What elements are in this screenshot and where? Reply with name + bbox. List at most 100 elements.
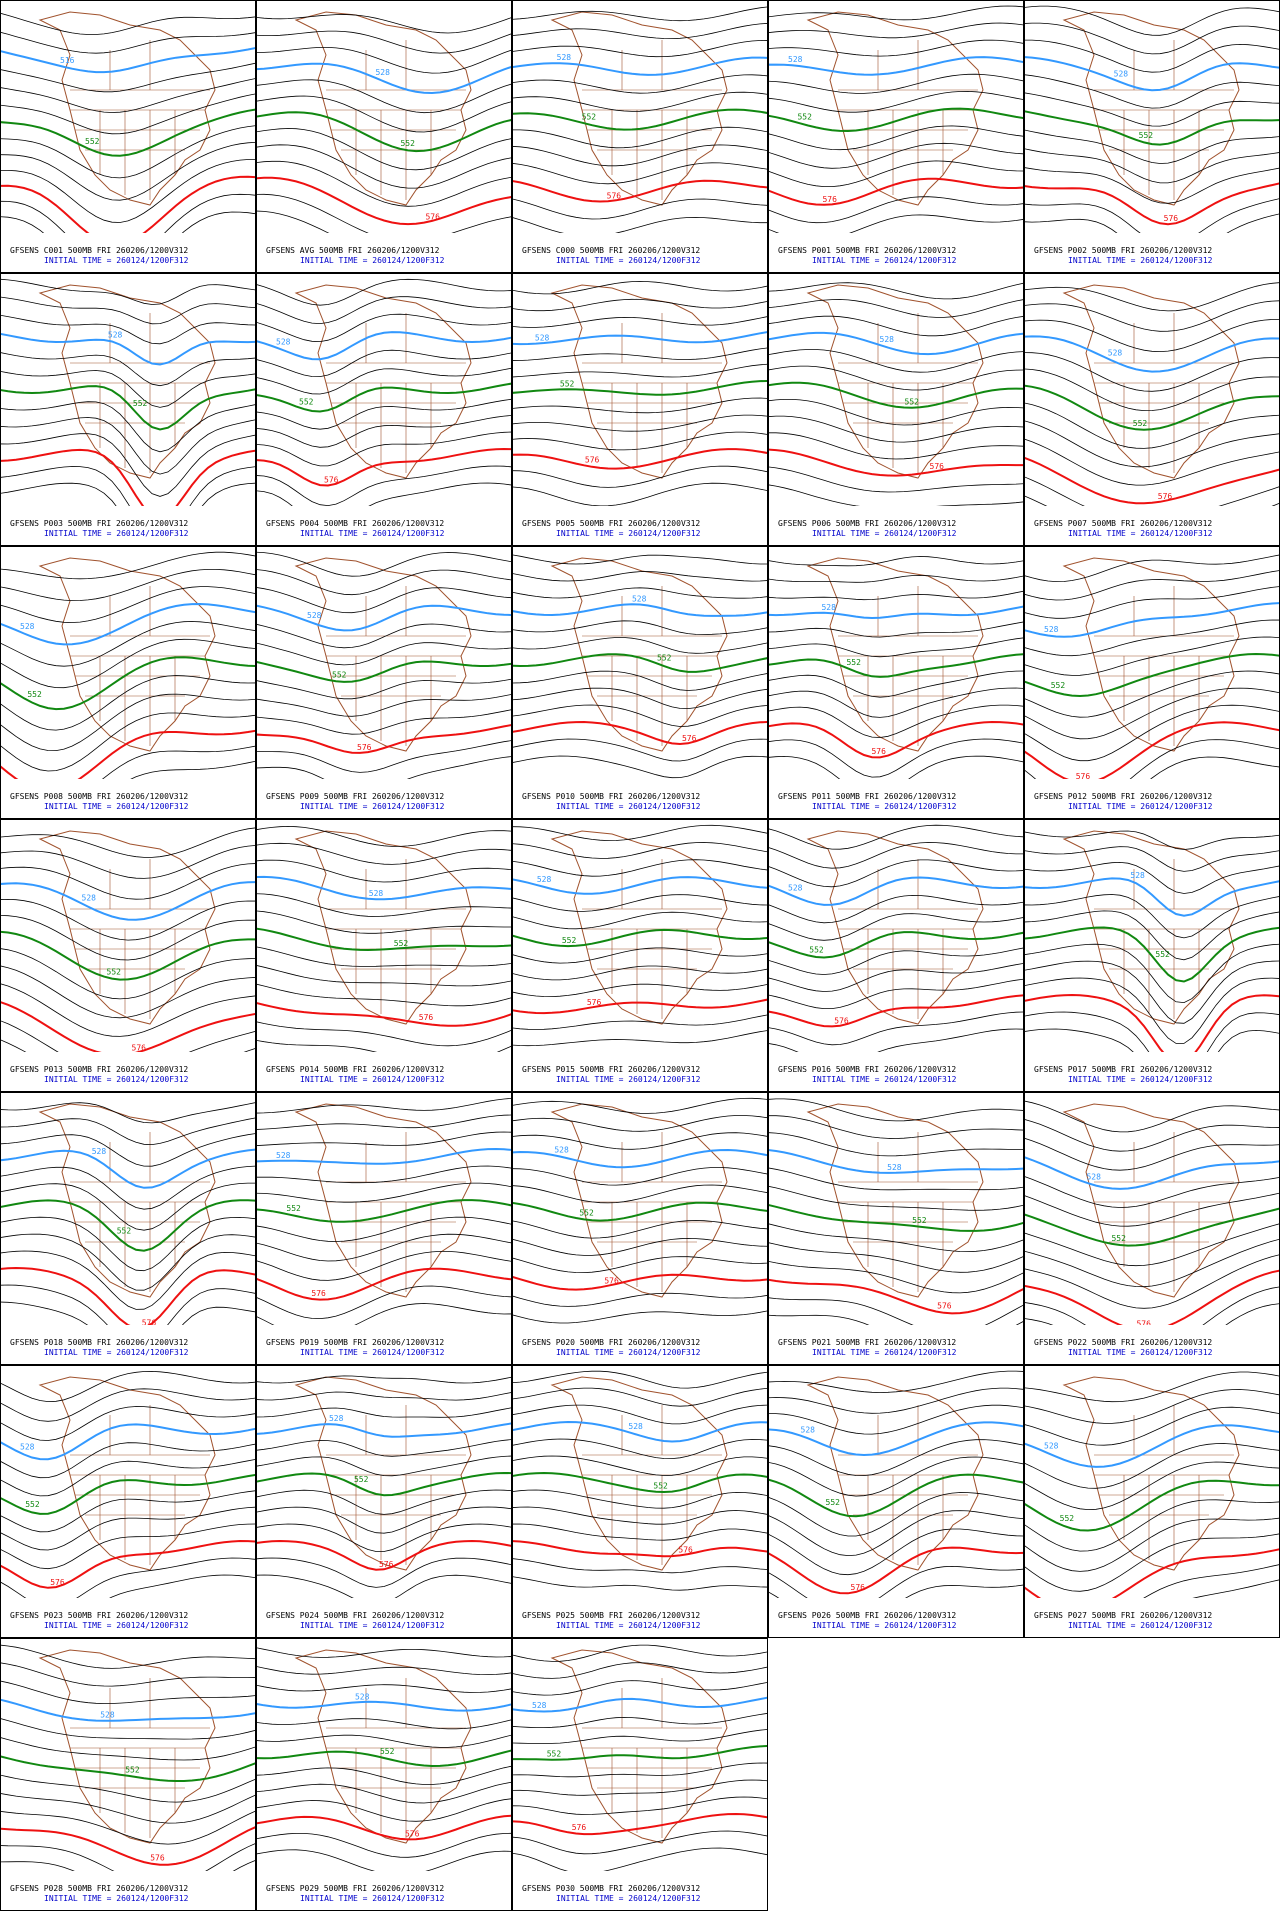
height-contour-highlight [513,1148,767,1169]
height-contour [1,93,255,135]
height-contour [1,1442,255,1479]
map-area: 528 552 576 [257,825,511,1052]
height-contour [769,704,1023,738]
contour-label: 552 [286,1204,301,1213]
panel-frame [0,819,256,1092]
height-contour [257,1574,511,1598]
height-contour [769,894,1023,924]
height-contour [1025,1461,1279,1511]
height-contour [257,1666,511,1676]
height-contour-highlight [513,448,767,470]
height-contour [1025,894,1279,939]
contour-label: 576 [930,462,945,471]
contour-label: 528 [329,1414,344,1423]
panel-frame [512,1092,768,1365]
contour-label: 552 [380,1747,395,1756]
contour-label: 528 [92,1147,107,1156]
contour-label: 576 [142,1318,157,1327]
height-contour [257,30,511,54]
height-contour [1025,960,1279,1024]
height-contour [513,23,767,40]
panel-title: GFSENS P023 500MB FRI 260206/1200V312 [10,1611,188,1620]
height-contour [1,1301,255,1325]
contour-label: 576 [678,1546,693,1555]
contour-label: 528 [108,331,123,340]
height-contour [257,965,511,987]
panel-init-time: INITIAL TIME = 260124/1200F312 [812,1348,957,1357]
height-contour-highlight [1,448,255,506]
height-contour [513,947,767,964]
height-contour [1025,1499,1279,1552]
contour-label: 528 [20,1443,35,1452]
height-contour [1025,352,1279,392]
map-area: 528 552 576 [513,1370,767,1591]
height-contour [769,299,1023,318]
height-contour-highlight [1,175,255,233]
contour-label: 552 [117,1227,132,1236]
height-contour [769,574,1023,583]
panel-init-time: INITIAL TIME = 260124/1200F312 [44,1348,189,1357]
height-contour [1,569,255,602]
contour-label: 552 [299,397,314,406]
height-contour [513,554,767,565]
panel-title: GFSENS P007 500MB FRI 260206/1200V312 [1034,519,1212,528]
height-contour [769,142,1023,169]
height-contour [257,1375,511,1384]
height-contour [1025,1286,1279,1325]
height-contour [257,1557,511,1588]
height-contour-highlight [769,331,1023,356]
height-contour [1,1102,255,1124]
panel-init-time: INITIAL TIME = 260124/1200F312 [812,802,957,811]
height-contour-highlight [1,108,255,157]
height-contour [257,160,511,207]
panel-frame [256,1638,512,1911]
height-contour-highlight [1,1266,255,1325]
panel-title: GFSENS P030 500MB FRI 260206/1200V312 [522,1884,700,1893]
contour-label: 552 [657,653,672,662]
contour-label: 576 [585,455,600,464]
height-contour-highlight [769,56,1023,76]
height-contour [513,1644,767,1662]
panel-init-time: INITIAL TIME = 260124/1200F312 [300,529,445,538]
height-contour [769,399,1023,426]
height-contour [769,1439,1023,1477]
height-contour [513,1830,767,1855]
height-contour [769,1223,1023,1253]
height-contour [1,1793,255,1824]
height-contour [1,141,255,201]
height-contour [513,842,767,859]
height-contour [257,551,511,577]
height-contour [257,465,511,506]
map-panel: 528 552 576 GFSENS P029 500MB FRI 260206/12… [256,1638,512,1911]
panel-frame [256,546,512,819]
height-contour [1,586,255,623]
panel-title: GFSENS P009 500MB FRI 260206/1200V312 [266,792,444,801]
height-contour-highlight [257,875,511,901]
height-contour [769,1167,1023,1191]
height-contour [769,947,1023,975]
height-contour [109,1574,255,1598]
height-contour-highlight [1,930,255,981]
panel-title: GFSENS C001 500MB FRI 260206/1200V312 [10,246,188,255]
height-contour [769,214,1023,233]
height-contour-highlight [1,1698,255,1722]
height-contour-highlight [1,602,255,646]
map-panel: 528 552 576 GFSENS P007 500MB FRI 260206/12… [1024,273,1280,546]
height-contour [1025,74,1279,109]
contour-label: 528 [20,622,35,631]
height-contour [513,1387,767,1407]
height-contour [769,1314,1023,1325]
height-contour-highlight [257,1700,511,1712]
height-contour-highlight [1025,1207,1279,1247]
height-contour [513,1184,767,1204]
contour-label: 528 [276,1151,291,1160]
panel-title: GFSENS P010 500MB FRI 260206/1200V312 [522,792,700,801]
height-contour [1025,1533,1279,1592]
map-panel: 528 552 576 GFSENS P020 500MB FRI 260206/12… [512,1092,768,1365]
height-contour [1025,1028,1279,1052]
height-contour [257,415,511,448]
height-contour [257,1489,511,1515]
height-contour [513,482,767,506]
contour-label: 576 [419,1013,434,1022]
height-contour [769,963,1023,992]
